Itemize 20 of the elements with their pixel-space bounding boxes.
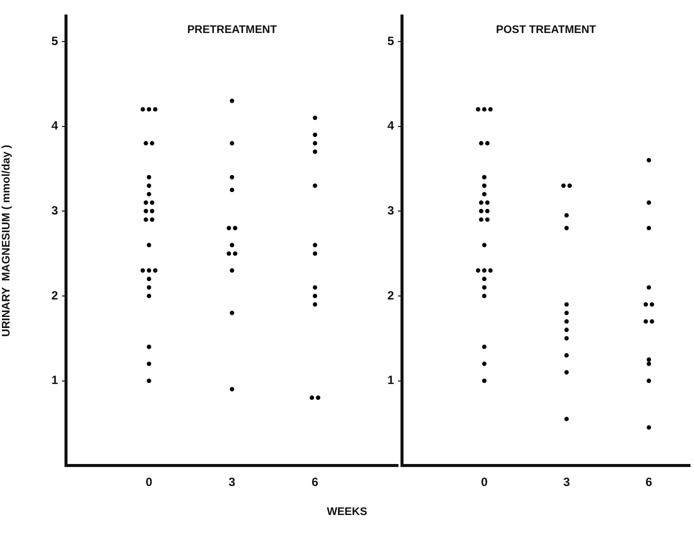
x-axis-title: WEEKS — [326, 506, 368, 518]
y-tick-label: 4 — [387, 118, 394, 133]
text: PRETREATMENT — [187, 24, 278, 36]
x-tick-label: 6 — [312, 475, 319, 490]
y-tick-label: 2 — [387, 288, 394, 302]
text: POST TREATMENT — [496, 24, 596, 36]
y-tick-label: 1 — [51, 373, 58, 388]
y-tick-label: 5 — [51, 34, 58, 48]
x-tick-label: 3 — [228, 475, 236, 490]
x-tick-label: 3 — [563, 475, 570, 490]
y-tick-label: 1 — [387, 373, 394, 388]
y-tick-label: 2 — [51, 288, 58, 302]
x-tick-label: 0 — [480, 475, 488, 490]
x-tick-label: 0 — [146, 475, 153, 490]
y-tick-label: 3 — [51, 203, 58, 218]
y-tick-label: 5 — [387, 34, 394, 48]
y-tick-label: 3 — [387, 203, 394, 218]
y-axis-title: URINARY MAGNESIUM ( mmol/day ) — [0, 144, 13, 337]
y-tick-label: 4 — [51, 118, 58, 133]
x-tick-label: 6 — [646, 475, 653, 490]
